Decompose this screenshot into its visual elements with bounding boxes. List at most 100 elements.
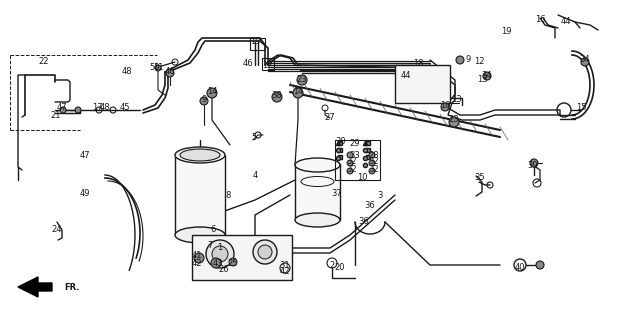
Text: 9: 9 [465, 55, 470, 65]
Text: 2: 2 [329, 260, 335, 269]
Bar [295, 165, 340, 220]
Text: 23: 23 [296, 75, 307, 84]
Text: 19: 19 [501, 28, 511, 36]
Text: 50: 50 [149, 63, 160, 73]
Circle shape [194, 253, 204, 263]
Text: 49: 49 [80, 189, 90, 198]
Text: 27: 27 [325, 114, 335, 123]
Text: 42: 42 [192, 259, 202, 268]
Text: 14: 14 [293, 87, 303, 97]
Text: 10: 10 [440, 100, 450, 109]
Text: 33: 33 [350, 150, 360, 159]
Circle shape [229, 258, 237, 266]
Ellipse shape [175, 227, 225, 243]
Circle shape [166, 69, 174, 77]
Text: 18: 18 [413, 59, 423, 68]
Ellipse shape [180, 149, 220, 161]
Ellipse shape [295, 213, 340, 227]
Text: 1: 1 [217, 244, 222, 252]
Text: 48: 48 [122, 68, 133, 76]
Circle shape [200, 97, 208, 105]
Circle shape [369, 160, 375, 166]
Text: 22: 22 [39, 58, 49, 67]
Text: 8: 8 [225, 190, 230, 199]
Circle shape [60, 107, 66, 113]
Text: 26: 26 [219, 266, 229, 275]
Circle shape [212, 246, 228, 262]
Bar [250, 38, 265, 50]
Text: 11: 11 [153, 62, 163, 71]
Text: 28: 28 [369, 150, 379, 159]
Circle shape [293, 88, 303, 98]
Text: 12: 12 [474, 58, 484, 67]
Text: 13: 13 [477, 76, 487, 84]
Text: 3: 3 [377, 190, 382, 199]
Text: 34: 34 [580, 55, 590, 65]
Circle shape [258, 245, 272, 259]
Circle shape [347, 160, 353, 166]
Text: 32: 32 [369, 165, 379, 174]
Text: 32: 32 [347, 157, 357, 166]
Text: 38: 38 [272, 92, 283, 100]
Circle shape [207, 88, 217, 98]
Circle shape [530, 159, 538, 167]
Text: 10: 10 [357, 173, 367, 182]
Circle shape [75, 107, 81, 113]
Circle shape [456, 56, 464, 64]
Text: FR.: FR. [64, 283, 80, 292]
Text: 13: 13 [451, 95, 462, 105]
Text: 5: 5 [251, 133, 257, 142]
Circle shape [272, 92, 282, 102]
Text: 47: 47 [57, 102, 67, 111]
Circle shape [253, 240, 277, 264]
Text: 14: 14 [207, 86, 217, 95]
Circle shape [297, 75, 307, 85]
Text: 36: 36 [359, 218, 369, 227]
Text: 32: 32 [369, 157, 379, 166]
Bar [395, 65, 450, 103]
Text: 44: 44 [561, 18, 571, 27]
Circle shape [369, 152, 375, 158]
Text: 45: 45 [120, 102, 130, 111]
Text: 47: 47 [80, 150, 90, 159]
Text: 36: 36 [365, 201, 376, 210]
Bar [262, 58, 274, 70]
Text: 40: 40 [515, 263, 525, 273]
Circle shape [211, 258, 221, 268]
Circle shape [483, 72, 491, 80]
Text: 41: 41 [192, 252, 202, 260]
Text: 46: 46 [165, 68, 175, 76]
Text: 43: 43 [213, 259, 224, 268]
Text: 19: 19 [250, 37, 260, 46]
Text: 16: 16 [534, 15, 545, 25]
Text: 30: 30 [336, 138, 346, 147]
Text: 42: 42 [279, 268, 290, 276]
Text: 29: 29 [350, 139, 360, 148]
Ellipse shape [295, 158, 340, 172]
Ellipse shape [175, 147, 225, 163]
Text: 44: 44 [401, 71, 411, 81]
Text: 48: 48 [100, 102, 111, 111]
Bar [192, 235, 292, 280]
Text: 6: 6 [210, 226, 215, 235]
Text: 21: 21 [51, 110, 62, 119]
Circle shape [347, 168, 353, 174]
Text: 34: 34 [482, 70, 492, 79]
Text: 37: 37 [332, 188, 342, 197]
Bar [335, 140, 380, 180]
Bar [175, 155, 225, 235]
Circle shape [441, 103, 449, 111]
Text: 32: 32 [347, 165, 357, 174]
Text: 46: 46 [242, 59, 253, 68]
Text: 12: 12 [262, 61, 273, 70]
Circle shape [347, 152, 353, 158]
Circle shape [581, 58, 589, 66]
Text: 15: 15 [576, 103, 587, 113]
Text: 35: 35 [475, 173, 485, 182]
Text: 24: 24 [51, 226, 62, 235]
Circle shape [449, 117, 459, 127]
Circle shape [155, 65, 161, 71]
Text: 20: 20 [335, 263, 345, 273]
Text: 39: 39 [528, 161, 538, 170]
Text: 25: 25 [228, 259, 238, 268]
